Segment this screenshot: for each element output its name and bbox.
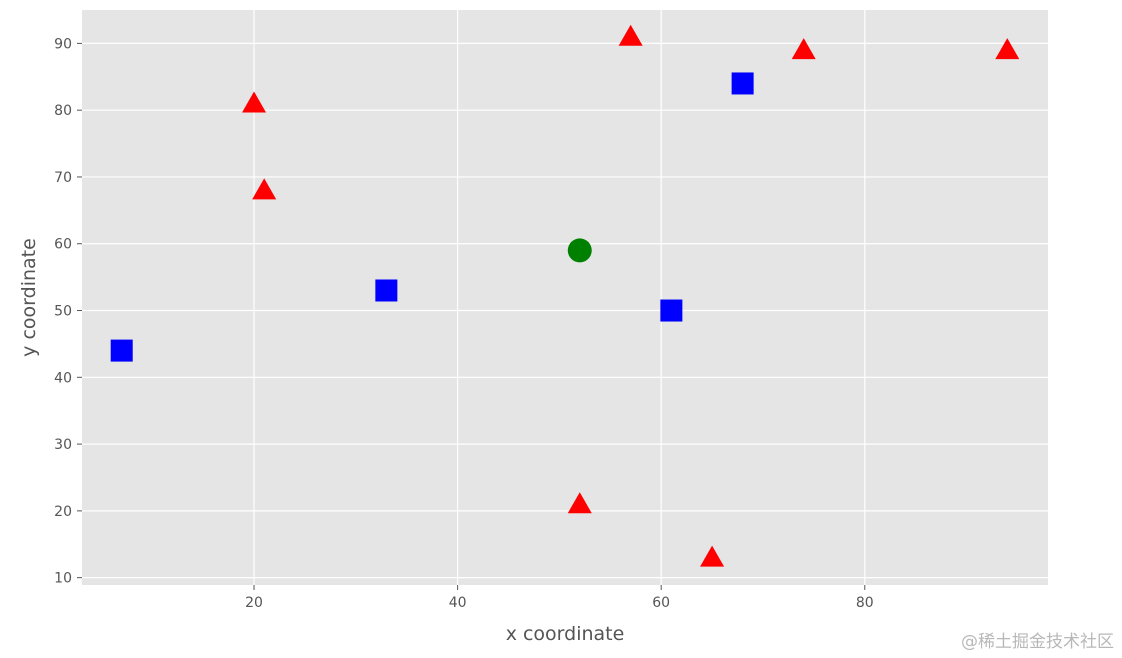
y-tick-label: 50 bbox=[54, 304, 72, 320]
y-tick-label: 60 bbox=[54, 237, 72, 253]
triangle-point bbox=[567, 492, 592, 514]
y-tick-label: 20 bbox=[54, 504, 72, 520]
y-tick-label: 70 bbox=[54, 170, 72, 186]
x-tick-label: 60 bbox=[652, 595, 670, 611]
watermark: @稀土掘金技术社区 bbox=[961, 632, 1114, 652]
triangle-point bbox=[791, 38, 816, 60]
x-tick-label: 40 bbox=[449, 595, 467, 611]
triangle-point bbox=[618, 24, 643, 46]
square-point bbox=[731, 72, 754, 95]
y-tick-label: 30 bbox=[54, 437, 72, 453]
triangle-point bbox=[252, 178, 277, 200]
circle-point bbox=[567, 238, 592, 263]
square-point bbox=[110, 339, 133, 362]
y-tick-label: 10 bbox=[54, 571, 72, 587]
axis-ticks: 20 40 60 80 10 20 30 40 50 60 70 80 90 bbox=[54, 36, 874, 611]
y-tick-label: 80 bbox=[54, 103, 72, 119]
grid-lines bbox=[82, 10, 1048, 585]
square-point bbox=[375, 279, 398, 302]
x-axis-title: x coordinate bbox=[506, 623, 625, 645]
x-tick-label: 20 bbox=[245, 595, 263, 611]
square-point bbox=[660, 299, 683, 322]
triangle-point bbox=[242, 91, 267, 113]
triangle-point bbox=[995, 38, 1020, 60]
plot-area bbox=[82, 10, 1048, 585]
data-points bbox=[110, 24, 1020, 567]
y-axis-title: y coordinate bbox=[18, 238, 40, 357]
x-tick-label: 80 bbox=[856, 595, 874, 611]
triangle-point bbox=[700, 545, 725, 567]
y-tick-label: 40 bbox=[54, 370, 72, 386]
y-tick-label: 90 bbox=[54, 36, 72, 52]
